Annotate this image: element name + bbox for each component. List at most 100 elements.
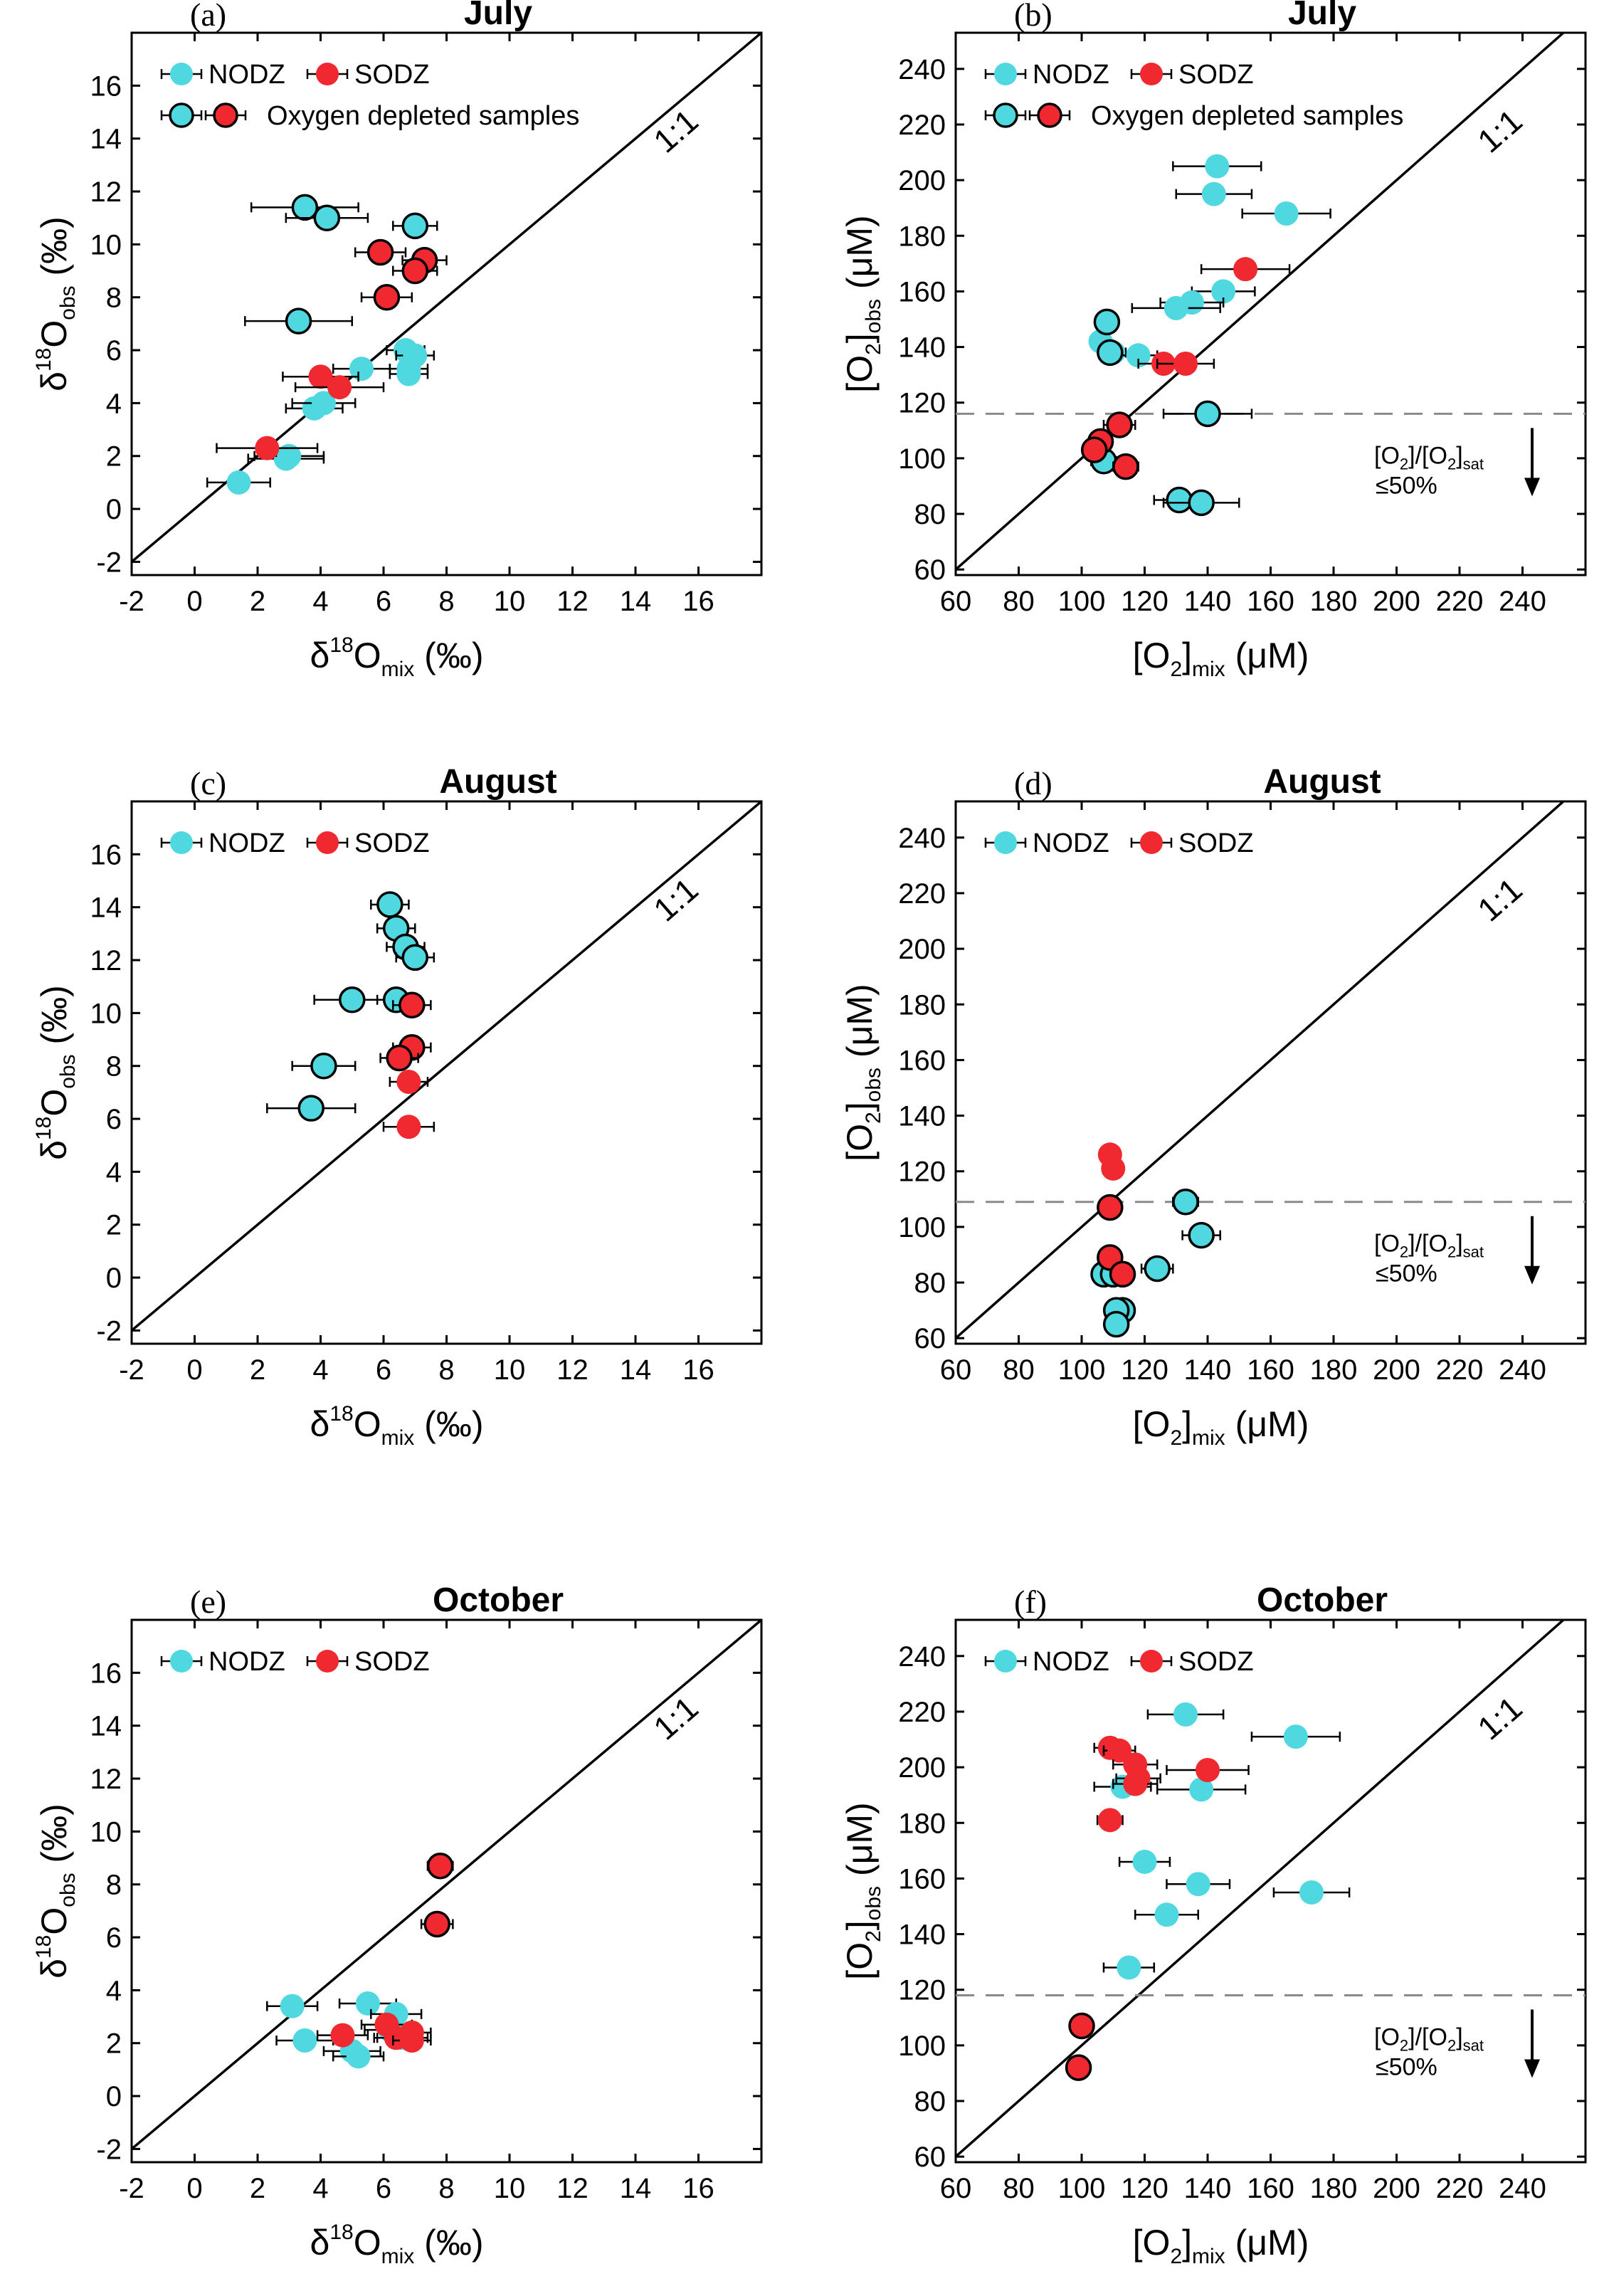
data-point-sodz	[1101, 1156, 1126, 1181]
y-tick-label: 0	[106, 494, 122, 525]
y-tick-label: 12	[90, 945, 122, 976]
x-tick-label: 180	[1310, 1354, 1358, 1386]
data-point-sodz	[327, 375, 352, 400]
legend-label-sodz: SODZ	[1178, 60, 1254, 90]
data-point-nodz-depleted	[1188, 489, 1215, 517]
data-point-nodz	[1126, 343, 1151, 368]
threshold-annotation: [O2]/[O2]sat	[1374, 442, 1484, 473]
y-tick-label: 4	[106, 388, 122, 419]
x-tick-label: 16	[682, 586, 714, 617]
x-tick-label: 14	[620, 586, 652, 617]
x-tick-label: 8	[438, 2173, 454, 2204]
data-point-nodz-depleted	[1093, 308, 1121, 336]
data-point-nodz	[1173, 1702, 1198, 1727]
x-tick-label: 200	[1373, 2173, 1420, 2204]
legend-label-nodz: NODZ	[1033, 828, 1109, 858]
y-tick-label: 14	[90, 124, 122, 155]
x-tick-label: 2	[250, 586, 265, 617]
panel-label: (a)	[190, 0, 226, 33]
panel-b: 60 80 100 120 140 160 180 200 220 240 60 80 100 120 14…	[840, 0, 1587, 681]
data-point-nodz	[1274, 201, 1299, 226]
legend-marker-nodz	[994, 63, 1017, 85]
x-tick-label: 14	[620, 2173, 652, 2204]
data-point-nodz	[355, 1991, 380, 2016]
data-point-sodz-depleted	[1068, 2012, 1095, 2040]
panel-label: (c)	[190, 765, 226, 801]
y-tick-label: 8	[106, 283, 122, 314]
data-point-nodz	[1189, 1777, 1214, 1802]
one-to-one-label: 1:1	[1470, 102, 1529, 159]
data-point-sodz-depleted	[386, 1044, 413, 1072]
x-tick-label: 10	[494, 586, 526, 617]
legend-label-sodz: SODZ	[354, 828, 430, 858]
legend-marker-nodz	[170, 1650, 193, 1673]
data-point-nodz-depleted	[310, 1052, 337, 1080]
panel-e: -2 0 2 4 6 8 10 12 14 16 -2 0 2 4 6 8 10 12 14 16 (e) October…	[32, 1581, 763, 2268]
legend: NODZ SODZ	[160, 828, 430, 858]
data-point-sodz-depleted	[1065, 2054, 1092, 2081]
data-point-nodz	[1132, 1849, 1157, 1874]
legend-label-nodz: NODZ	[209, 1647, 285, 1677]
panel-label: (e)	[190, 1584, 226, 1620]
y-tick-label: 140	[898, 1101, 946, 1132]
y-tick-label: 60	[914, 1323, 946, 1354]
x-tick-label: 60	[940, 1354, 972, 1386]
legend-label-nodz: NODZ	[1033, 60, 1109, 90]
x-tick-label: 14	[620, 1354, 652, 1386]
series-sodz	[1097, 1142, 1136, 1288]
legend-marker-nodz-depleted	[169, 102, 194, 128]
threshold-annotation-line2: ≤50%	[1376, 472, 1437, 499]
data-point-sodz-depleted	[1109, 1260, 1136, 1288]
x-tick-label: 140	[1184, 2173, 1232, 2204]
y-tick-label: 160	[898, 276, 946, 307]
legend-marker-sodz	[316, 831, 339, 854]
y-tick-label: 140	[898, 332, 946, 364]
legend: NODZ SODZ Oxygen depleted samples	[984, 60, 1403, 131]
data-point-nodz	[1154, 1902, 1179, 1927]
one-to-one-label: 1:1	[646, 1689, 705, 1747]
data-point-nodz	[1205, 154, 1230, 179]
panel-d: 60 80 100 120 140 160 180 200 220 240 60 80 100 120 14…	[840, 763, 1587, 1450]
legend-marker-sodz	[1140, 831, 1163, 854]
y-tick-label: 12	[90, 177, 122, 208]
one-to-one-line	[132, 801, 761, 1332]
x-axis-label: [O2]mix (μM)	[1133, 636, 1309, 681]
y-tick-label: 80	[914, 2086, 946, 2117]
x-tick-label: 80	[1003, 2173, 1035, 2204]
panel-label: (f)	[1014, 1584, 1047, 1620]
data-point-nodz	[311, 391, 336, 416]
series-nodz	[1093, 1702, 1351, 1980]
data-point-nodz	[349, 357, 374, 381]
x-tick-label: 16	[682, 2173, 714, 2204]
x-tick-label: 220	[1436, 586, 1484, 617]
x-tick-label: 2	[250, 2173, 265, 2204]
data-point-nodz-depleted	[1188, 1221, 1215, 1249]
data-point-nodz	[1283, 1724, 1308, 1749]
y-tick-label: 180	[898, 1808, 946, 1839]
data-point-nodz	[396, 362, 421, 386]
data-point-sodz-depleted	[401, 257, 428, 285]
y-tick-label: -2	[96, 547, 122, 578]
data-point-nodz	[1186, 1872, 1210, 1897]
x-tick-label: 100	[1058, 1354, 1106, 1386]
y-tick-label: 6	[106, 335, 122, 367]
data-point-nodz	[280, 1994, 305, 2018]
one-to-one-line	[956, 33, 1565, 571]
one-to-one-label: 1:1	[1470, 1689, 1529, 1747]
y-tick-label: 180	[898, 221, 946, 252]
legend-marker-sodz	[1140, 1650, 1163, 1673]
y-tick-label: 16	[90, 839, 122, 870]
data-point-sodz	[1107, 1738, 1132, 1763]
x-tick-label: 80	[1003, 586, 1035, 617]
legend-label-sodz: SODZ	[1178, 828, 1254, 858]
one-to-one-line	[956, 801, 1565, 1339]
panel-label: (b)	[1014, 0, 1052, 33]
data-point-sodz-depleted	[373, 283, 401, 311]
x-tick-label: 220	[1436, 2173, 1484, 2204]
x-tick-label: 6	[376, 586, 391, 617]
x-tick-label: 120	[1121, 2173, 1168, 2204]
y-tick-label: 2	[106, 441, 122, 473]
legend: NODZ SODZ Oxygen depleted samples	[160, 60, 579, 131]
data-point-sodz	[308, 364, 333, 389]
series-sodz	[1080, 257, 1291, 480]
